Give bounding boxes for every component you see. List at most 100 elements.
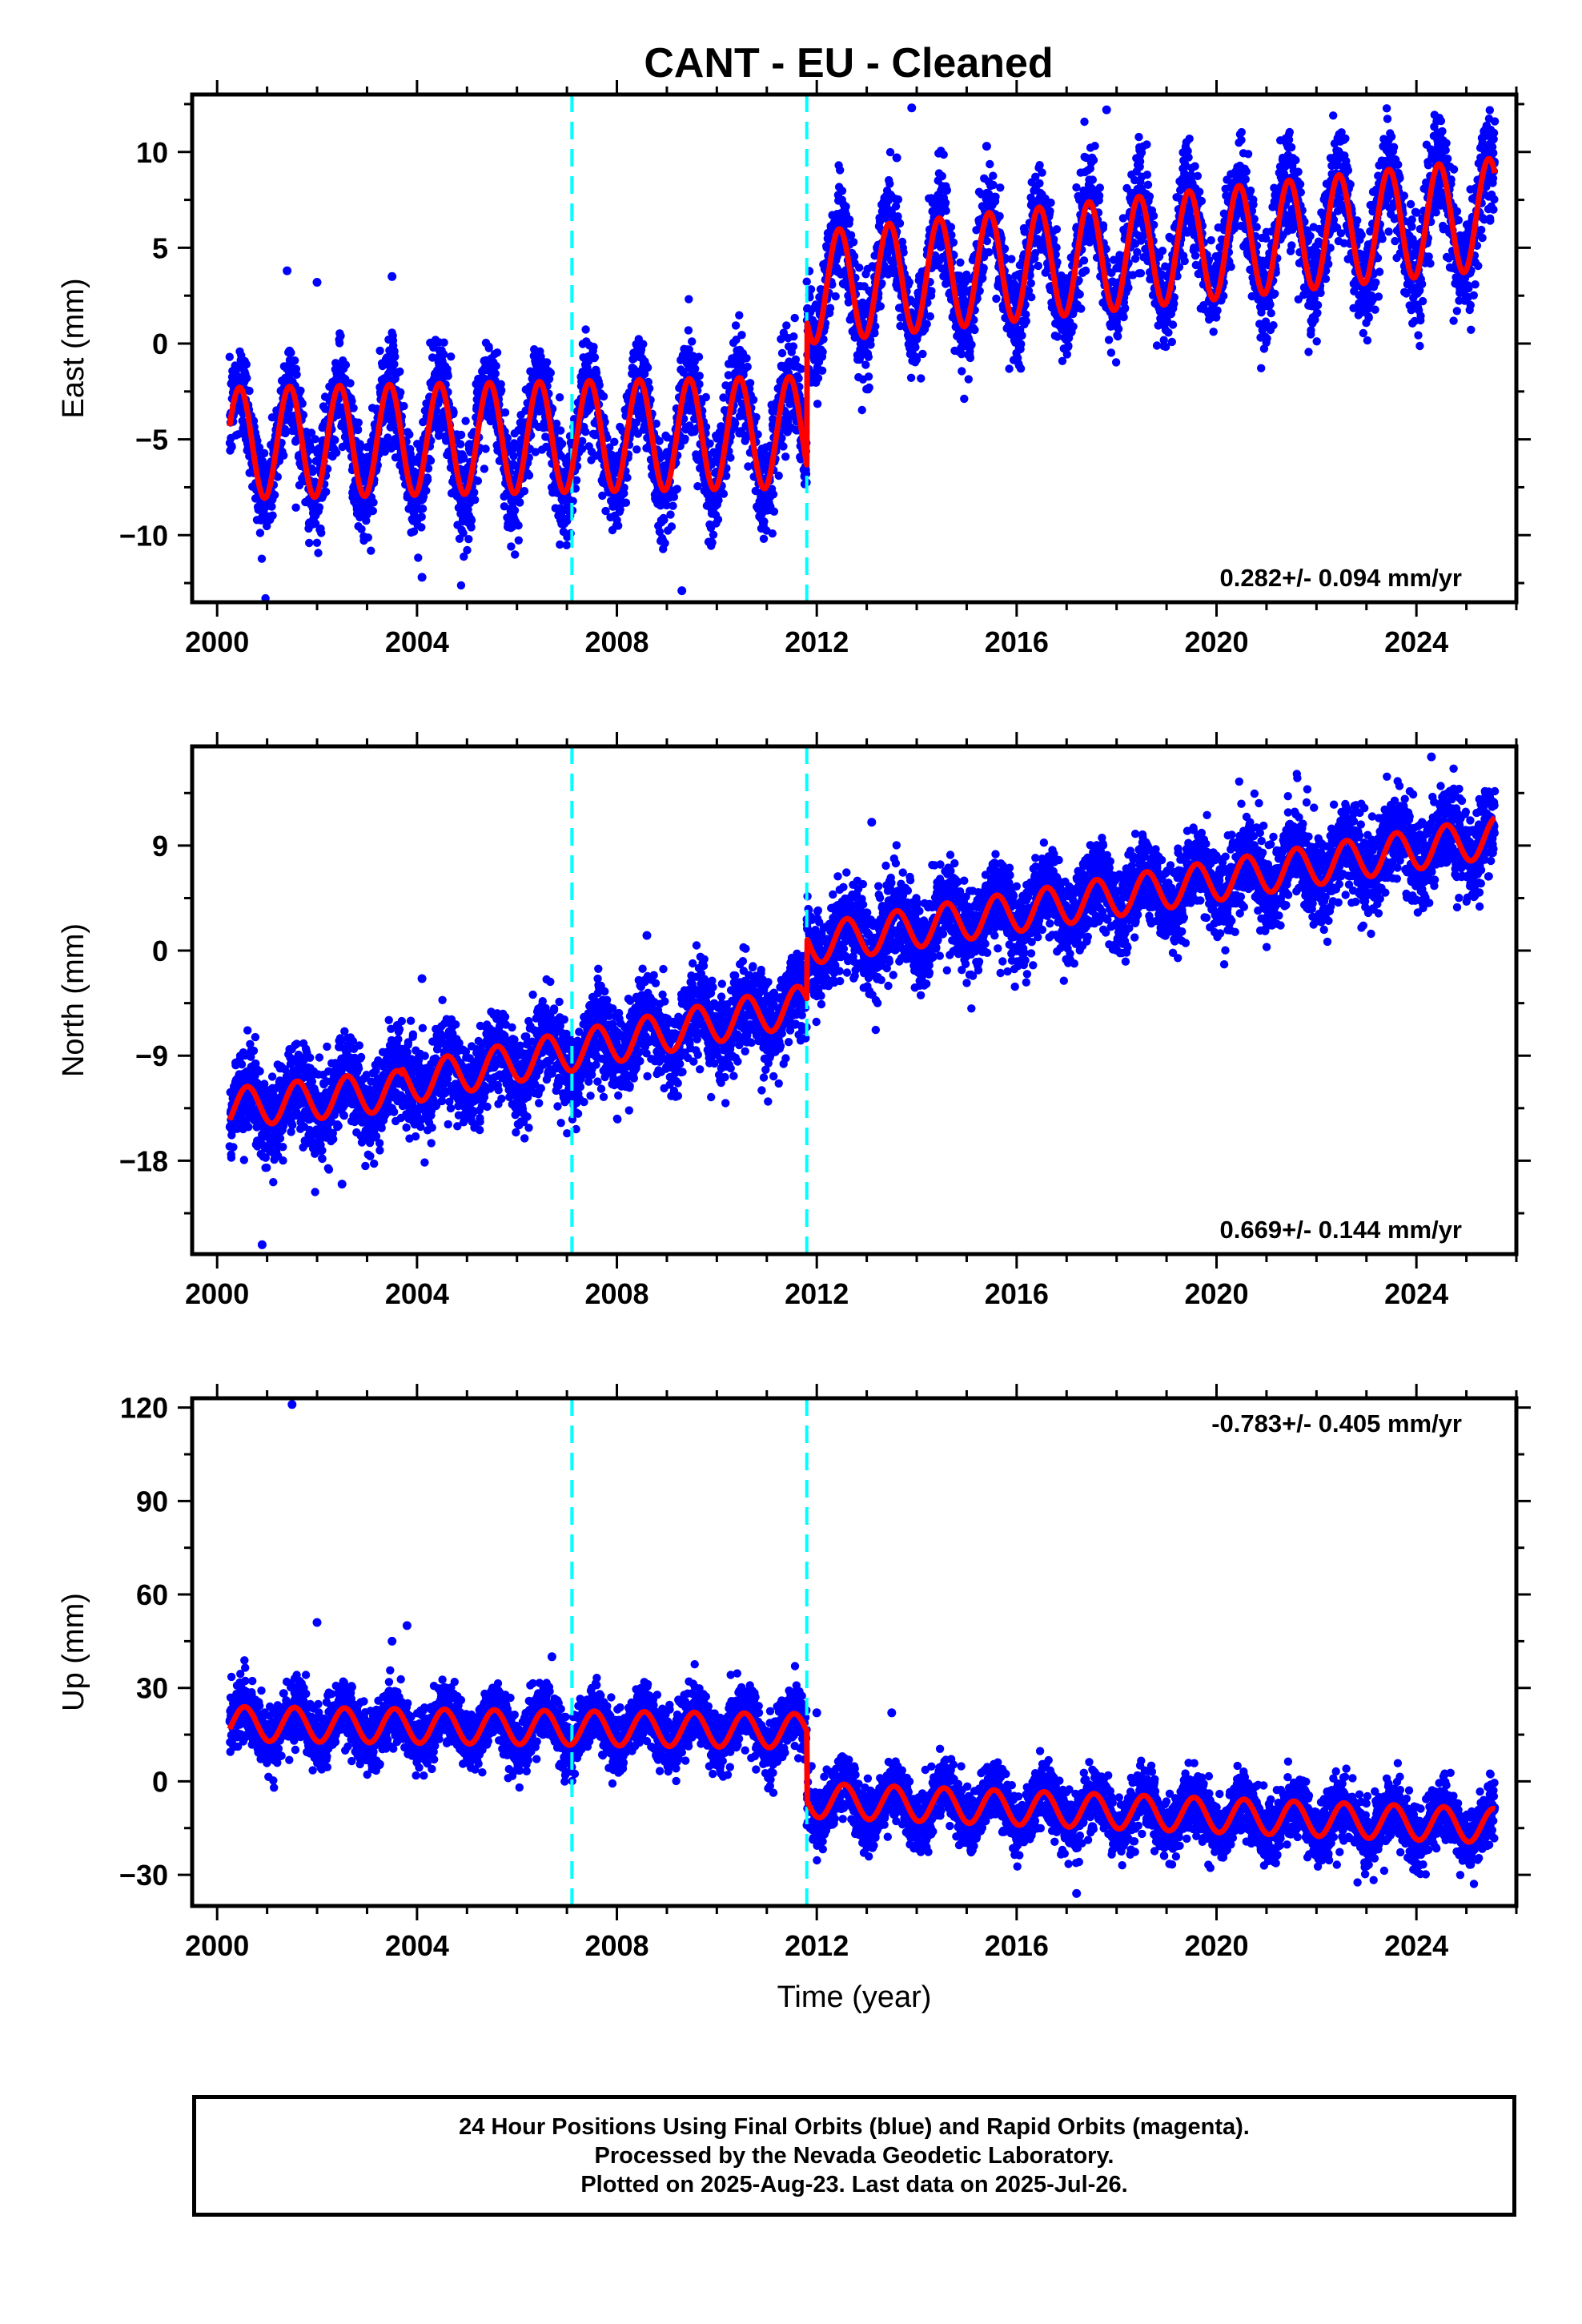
east-point <box>684 326 693 335</box>
east-point <box>312 538 322 547</box>
east-point <box>926 312 935 321</box>
east-point <box>380 447 389 456</box>
east-point <box>1052 225 1062 234</box>
east-point <box>918 349 927 359</box>
east-point <box>417 513 426 521</box>
east-point <box>893 195 903 204</box>
east-point <box>885 147 895 157</box>
east-point <box>357 525 366 533</box>
east-point <box>267 502 276 511</box>
east-point <box>317 529 326 537</box>
east-point <box>813 374 823 383</box>
east-point <box>542 358 552 367</box>
east-point <box>225 352 234 361</box>
east-point <box>985 247 994 257</box>
east-point <box>367 546 375 555</box>
east-point <box>292 370 301 379</box>
east-point <box>979 263 988 272</box>
east-point <box>263 521 271 531</box>
east-point <box>1106 348 1116 357</box>
east-point <box>270 490 279 500</box>
east-point <box>1022 316 1031 326</box>
east-point <box>669 493 679 501</box>
east-point <box>291 356 299 365</box>
east-point <box>946 223 956 231</box>
east-point <box>866 340 875 349</box>
east-point <box>245 386 254 396</box>
east-point <box>743 362 752 372</box>
east-point <box>414 553 423 562</box>
east-point <box>349 404 358 412</box>
east-point <box>470 488 479 497</box>
east-point <box>1007 255 1016 263</box>
east-point <box>1064 341 1073 350</box>
east-point <box>311 435 319 444</box>
east-point <box>363 533 372 542</box>
east-point <box>688 337 697 346</box>
east-point <box>281 428 290 438</box>
east-point <box>639 340 648 348</box>
east-point <box>1016 364 1026 373</box>
east-point <box>865 383 873 392</box>
east-point <box>424 464 433 473</box>
east-point <box>253 436 262 445</box>
east-point <box>1081 266 1090 275</box>
east-point <box>273 472 282 481</box>
east-point <box>353 425 363 435</box>
east-point <box>354 418 363 427</box>
east-point <box>459 529 468 537</box>
east-point <box>284 404 293 414</box>
east-point <box>428 353 437 362</box>
east-point <box>322 488 331 497</box>
east-point <box>396 367 404 376</box>
east-point <box>1135 157 1145 166</box>
east-point <box>1069 322 1078 331</box>
east-point <box>745 379 755 388</box>
east-point <box>759 534 769 543</box>
east-point <box>726 453 735 462</box>
east-point <box>991 192 1000 201</box>
east-point <box>500 408 510 417</box>
east-point <box>685 295 693 304</box>
east-point <box>939 150 948 159</box>
east-point <box>769 507 779 516</box>
east-point <box>905 278 914 287</box>
east-point <box>855 263 864 272</box>
east-point <box>1046 207 1054 215</box>
east-point <box>667 522 677 531</box>
east-point <box>857 405 866 415</box>
east-point <box>769 490 778 499</box>
east-point <box>1026 279 1036 287</box>
east-point <box>298 399 307 408</box>
east-point <box>369 498 378 507</box>
east-point <box>938 171 947 181</box>
east-point <box>695 372 704 380</box>
east-point <box>709 530 718 539</box>
east-point <box>845 215 854 224</box>
east-point <box>481 444 490 453</box>
east-point <box>1121 304 1130 312</box>
east-point <box>1098 221 1108 230</box>
east-point <box>1077 304 1086 313</box>
east-point <box>332 448 341 457</box>
east-point <box>390 360 399 368</box>
east-point <box>610 437 619 446</box>
east-point <box>456 581 466 590</box>
east-point <box>336 332 345 340</box>
east-point <box>1079 256 1089 265</box>
east-point <box>831 292 840 301</box>
east-point <box>346 379 355 388</box>
east-point <box>705 439 714 448</box>
east-point <box>1046 198 1055 207</box>
east-point <box>1136 269 1146 278</box>
east-point <box>655 436 664 445</box>
east-point <box>825 304 835 312</box>
east-point <box>1080 117 1089 127</box>
east-point <box>456 430 466 440</box>
east-point <box>742 354 751 363</box>
east-point <box>507 542 516 551</box>
east-point <box>694 352 704 361</box>
east-point <box>1142 171 1152 179</box>
east-point <box>779 442 788 451</box>
east-point <box>1114 332 1122 341</box>
